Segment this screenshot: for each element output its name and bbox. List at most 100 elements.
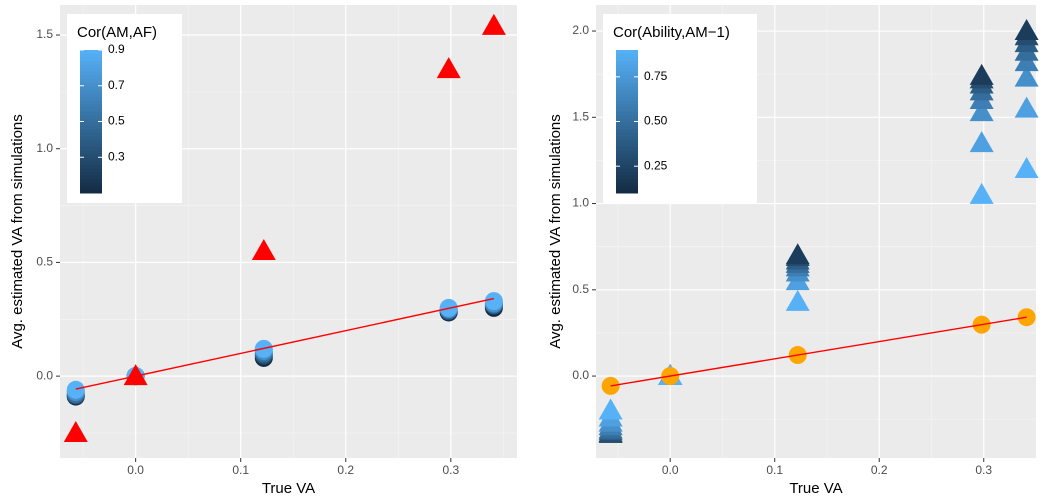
y-tick-label: 1.5 [572, 109, 589, 123]
colorbar-segment [616, 107, 638, 112]
colorbar-segment [80, 182, 102, 187]
colorbar-segment [80, 142, 102, 148]
legend-tick-label: 0.9 [108, 42, 125, 56]
colorbar-segment [80, 103, 102, 108]
point [1014, 96, 1039, 118]
point [1014, 157, 1039, 179]
colorbar-segment [616, 89, 638, 94]
colorbar-segment [80, 175, 102, 180]
x-axis-title: True VA [262, 480, 315, 497]
colorbar-segment [616, 117, 638, 122]
colorbar-segment [616, 146, 638, 151]
y-axis-title: Avg. estimated VA from simulations [9, 114, 26, 349]
colorbar-segment [80, 114, 102, 119]
colorbar-segment [616, 53, 638, 58]
colorbar-segment [616, 132, 638, 137]
x-axis-title: True VA [789, 480, 842, 497]
colorbar-segment [616, 78, 638, 83]
colorbar-segment [616, 110, 638, 115]
colorbar-segment [80, 57, 102, 62]
point [66, 380, 85, 399]
point [969, 182, 994, 204]
colorbar-segment [616, 185, 638, 190]
colorbar-segment [80, 146, 102, 151]
colorbar-segment [616, 121, 638, 126]
point [785, 243, 810, 265]
y-tick-label: 0.5 [572, 282, 589, 296]
colorbar-segment [616, 92, 638, 97]
colorbar-segment [616, 96, 638, 101]
colorbar-segment [616, 153, 638, 158]
colorbar-segment [80, 157, 102, 162]
x-tick-label: 0.2 [871, 463, 888, 477]
colorbar-segment [616, 175, 638, 180]
colorbar-segment [616, 182, 638, 187]
y-tick-label: 0.0 [572, 368, 589, 382]
colorbar-segment [616, 114, 638, 119]
colorbar-segment [616, 139, 638, 144]
colorbar-segment [616, 64, 638, 69]
y-tick-label: 2.0 [572, 23, 589, 37]
colorbar-segment [616, 160, 638, 165]
colorbar-segment [616, 57, 638, 62]
x-tick-label: 0.0 [662, 463, 679, 477]
point [123, 364, 148, 386]
colorbar-segment [616, 178, 638, 183]
fit-line [610, 316, 1027, 387]
colorbar-segment [80, 150, 102, 155]
point [251, 239, 276, 261]
x-tick-label: 0.1 [232, 463, 249, 477]
colorbar-segment [616, 157, 638, 162]
colorbar-segment [616, 150, 638, 155]
colorbar-segment [80, 60, 102, 65]
colorbar-segment [80, 164, 102, 169]
colorbar-segment [80, 167, 102, 173]
legend-tick-label: 0.50 [644, 114, 668, 128]
colorbar-segment [616, 171, 638, 176]
legend-title: Cor(AM,AF) [77, 24, 157, 41]
point [484, 292, 503, 311]
point [1014, 19, 1039, 41]
colorbar-segment [616, 135, 638, 140]
point [785, 289, 810, 311]
y-tick-label: 0.5 [36, 255, 53, 269]
legend-tick-label: 0.5 [108, 114, 125, 128]
legend-tick-label: 0.25 [644, 158, 668, 172]
colorbar-segment [80, 89, 102, 94]
point [63, 420, 88, 442]
colorbar-segment [80, 92, 102, 97]
colorbar-segment [80, 139, 102, 144]
point [436, 57, 461, 79]
colorbar-segment [616, 103, 638, 108]
colorbar-segment [616, 142, 638, 148]
point [1014, 65, 1039, 87]
x-tick-label: 0.3 [975, 463, 992, 477]
point [969, 131, 994, 153]
colorbar-segment [80, 125, 102, 130]
y-tick-label: 1.0 [572, 196, 589, 210]
colorbar-segment [616, 71, 638, 76]
fit-line [75, 297, 495, 390]
colorbar-segment [616, 67, 638, 72]
colorbar-segment [616, 85, 638, 90]
colorbar-segment [80, 53, 102, 58]
colorbar-segment [80, 107, 102, 112]
legend-tick-label: 0.7 [108, 78, 125, 92]
point [969, 100, 994, 122]
y-axis-title: Avg. estimated VA from simulations [547, 114, 564, 349]
x-tick-label: 0.0 [127, 463, 144, 477]
point [598, 398, 623, 420]
legend-title: Cor(Ability,AM−1) [613, 24, 730, 41]
colorbar-segment [80, 110, 102, 115]
y-tick-label: 1.5 [36, 27, 53, 41]
point [969, 63, 994, 85]
colorbar-segment [80, 75, 102, 80]
colorbar-segment [80, 135, 102, 140]
colorbar-segment [80, 50, 102, 55]
colorbar-segment [80, 160, 102, 165]
x-tick-label: 0.1 [766, 463, 783, 477]
colorbar-segment [616, 167, 638, 173]
colorbar-segment [80, 82, 102, 87]
y-tick-label: 0.0 [36, 368, 53, 382]
